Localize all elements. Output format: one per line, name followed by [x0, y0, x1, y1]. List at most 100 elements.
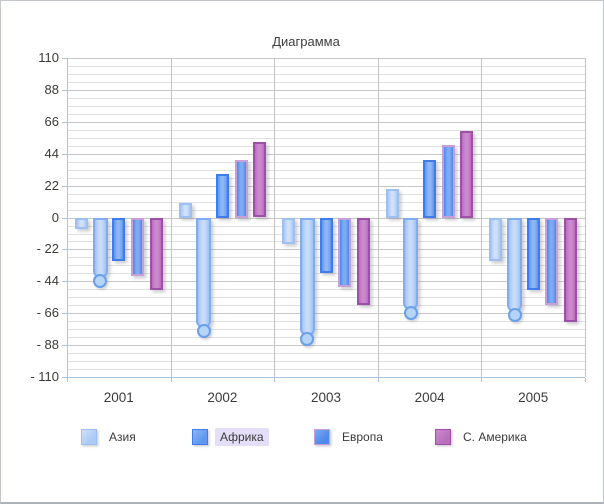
- Европа-bar-2003[interactable]: [338, 217, 352, 288]
- major-gridline: [67, 89, 585, 91]
- x-axis-label: 2002: [207, 390, 238, 405]
- Азия-bar-2001[interactable]: [75, 217, 88, 230]
- x-axis-tick: [585, 378, 586, 382]
- x-axis-tick: [274, 378, 276, 382]
- y-axis-tick: [62, 153, 67, 155]
- minor-gridline: [67, 329, 585, 331]
- y-axis-label: - 44: [36, 273, 59, 289]
- legend-entry-Азия[interactable]: Азия: [81, 428, 141, 446]
- y-axis-label: - 22: [36, 241, 59, 257]
- Азия-bar-2003[interactable]: [282, 217, 296, 244]
- Азия-bar-2005[interactable]: [489, 217, 503, 261]
- x-axis-tick: [481, 378, 483, 382]
- legend-swatch[interactable]: [435, 429, 451, 445]
- Азия-bar-2002[interactable]: [178, 203, 192, 218]
- С. Америка-bar-2002[interactable]: [253, 142, 267, 218]
- minor-gridline: [67, 369, 585, 370]
- minor-gridline: [67, 113, 585, 115]
- y-axis-label: - 66: [36, 305, 59, 321]
- Европа-bar-2001[interactable]: [130, 217, 144, 276]
- capsule-end-handle[interactable]: [300, 332, 315, 347]
- x-axis-label: 2001: [103, 390, 134, 405]
- minor-gridline: [67, 145, 585, 147]
- x-axis-tick: [377, 378, 379, 382]
- series-bar-2004[interactable]: [403, 217, 419, 311]
- Африка-bar-2002[interactable]: [215, 174, 229, 218]
- minor-gridline: [67, 361, 585, 363]
- С. Америка-bar-2004[interactable]: [460, 130, 474, 218]
- minor-gridline: [67, 273, 585, 275]
- y-axis-line: [67, 58, 68, 378]
- y-axis-label: - 88: [36, 337, 59, 353]
- Европа-bar-2005[interactable]: [545, 217, 559, 305]
- y-axis-tick: [62, 217, 67, 219]
- minor-gridline: [67, 81, 585, 83]
- Азия-bar-2004[interactable]: [385, 188, 399, 218]
- legend-label[interactable]: Африка: [215, 428, 269, 446]
- category-gridline: [481, 58, 483, 377]
- legend-label[interactable]: С. Америка: [463, 430, 527, 444]
- series-bar-2002[interactable]: [196, 217, 212, 328]
- legend-entry-Африка[interactable]: Африка: [192, 428, 269, 446]
- minor-gridline: [67, 137, 585, 139]
- series-bar-2005[interactable]: [507, 217, 522, 312]
- minor-gridline: [67, 321, 585, 323]
- legend-entry-С. Америка[interactable]: С. Америка: [435, 428, 532, 446]
- capsule-end-handle[interactable]: [196, 323, 211, 338]
- y-axis-tick: [62, 89, 67, 91]
- legend-entry-Европа[interactable]: Европа: [314, 428, 388, 446]
- chart-title[interactable]: Диаграмма: [272, 34, 340, 49]
- Европа-bar-2004[interactable]: [441, 145, 455, 218]
- x-axis-tick: [170, 378, 172, 382]
- y-axis-label: 66: [44, 113, 59, 129]
- legend-swatch[interactable]: [192, 429, 208, 445]
- capsule-end-handle[interactable]: [507, 307, 522, 322]
- Африка-bar-2005[interactable]: [526, 217, 540, 290]
- major-gridline: [67, 185, 585, 187]
- y-axis-tick: [62, 249, 67, 251]
- y-axis-tick: [62, 185, 67, 187]
- major-gridline: [67, 313, 585, 315]
- С. Америка-bar-2005[interactable]: [564, 217, 577, 322]
- Европа-bar-2002[interactable]: [234, 159, 248, 218]
- Африка-bar-2001[interactable]: [112, 217, 126, 261]
- x-axis-tick: [67, 378, 68, 382]
- С. Америка-bar-2003[interactable]: [356, 217, 370, 305]
- minor-gridline: [67, 209, 585, 211]
- minor-gridline: [67, 353, 585, 355]
- y-axis-tick: [62, 313, 67, 315]
- minor-gridline: [67, 201, 585, 203]
- y-axis-label: 0: [51, 209, 59, 225]
- capsule-end-handle[interactable]: [403, 306, 418, 321]
- minor-gridline: [67, 305, 585, 307]
- minor-gridline: [67, 177, 585, 179]
- y-axis-label: 22: [44, 177, 59, 193]
- legend-label[interactable]: Европа: [342, 430, 383, 444]
- category-gridline: [170, 58, 172, 377]
- minor-gridline: [67, 337, 585, 339]
- capsule-end-handle[interactable]: [93, 274, 108, 289]
- y-axis-tick: [62, 377, 67, 378]
- y-axis-label: 88: [44, 81, 59, 97]
- minor-gridline: [67, 289, 585, 291]
- Африка-bar-2004[interactable]: [423, 159, 437, 218]
- major-gridline: [67, 153, 585, 155]
- major-gridline: [67, 281, 585, 283]
- minor-gridline: [67, 129, 585, 131]
- y-axis-tick: [62, 121, 67, 123]
- series-bar-2003[interactable]: [299, 217, 315, 337]
- series-bar-2001[interactable]: [92, 217, 108, 279]
- minor-gridline: [67, 161, 585, 163]
- x-axis-label: 2004: [414, 390, 445, 405]
- minor-gridline: [67, 297, 585, 299]
- legend-swatch[interactable]: [314, 429, 330, 445]
- minor-gridline: [67, 105, 585, 107]
- Африка-bar-2003[interactable]: [319, 217, 333, 273]
- y-axis-tick: [62, 281, 67, 283]
- С. Америка-bar-2001[interactable]: [149, 217, 163, 290]
- minor-gridline: [67, 193, 585, 195]
- minor-gridline: [67, 97, 585, 99]
- legend-label[interactable]: Азия: [109, 430, 136, 444]
- legend-swatch[interactable]: [81, 429, 97, 445]
